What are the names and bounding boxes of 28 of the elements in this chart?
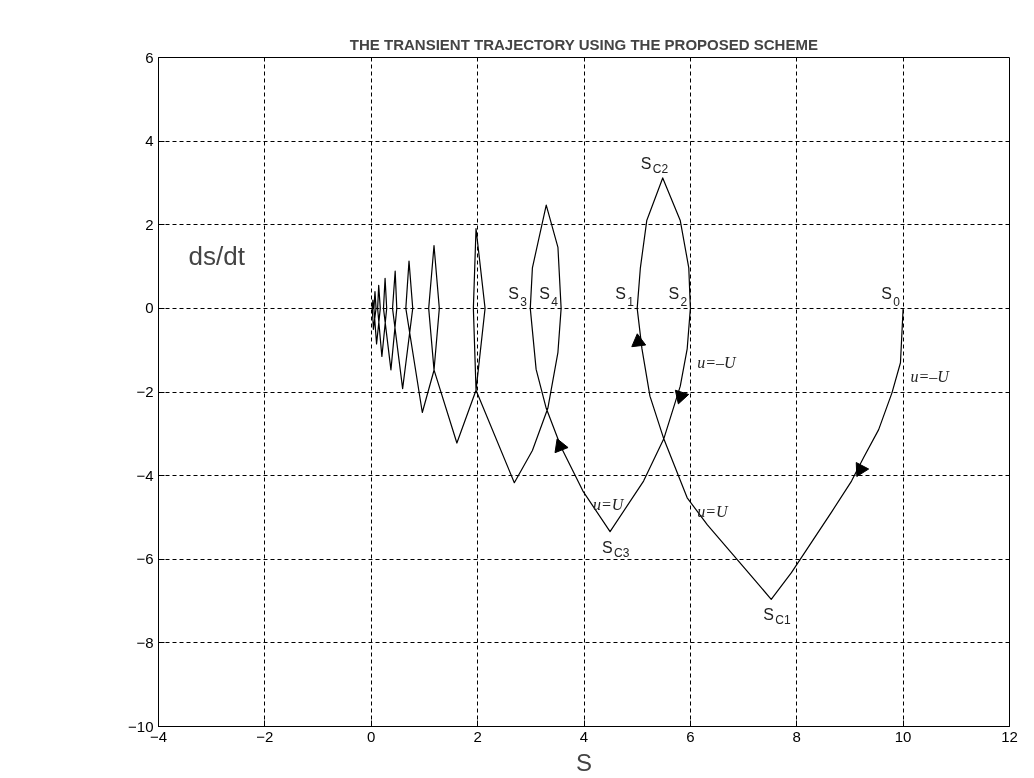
y-tick-label: 4 xyxy=(145,132,154,150)
annotation: u=U xyxy=(697,502,729,520)
point xyxy=(554,438,569,454)
x-tick-label: 6 xyxy=(686,727,695,745)
y-tick-label: 6 xyxy=(145,48,154,66)
y-tick-label: −4 xyxy=(136,466,154,484)
point xyxy=(855,462,870,478)
y-axis-title: ds/dt xyxy=(188,241,246,272)
x-tick-label: 10 xyxy=(894,727,912,745)
y-tick-label: −6 xyxy=(136,550,154,568)
y-tick-label: −2 xyxy=(136,383,154,400)
annotation: u=U xyxy=(592,496,625,514)
x-tick-label: 8 xyxy=(792,727,801,745)
y-tick-label: 2 xyxy=(145,215,154,233)
x-tick-label: 0 xyxy=(367,727,376,745)
point xyxy=(631,333,647,348)
annotation: u=–U xyxy=(697,353,737,371)
y-tick-label: −8 xyxy=(136,633,154,651)
point xyxy=(674,389,690,405)
y-tick-label: 0 xyxy=(145,299,154,317)
chart-title: THE TRANSIENT TRAJECTORY USING THE PROPOSED SCHEME xyxy=(349,35,818,53)
x-axis-title: S xyxy=(576,748,593,776)
x-tick-label: −2 xyxy=(256,727,274,745)
annotation: u=–U xyxy=(910,367,951,385)
y-tick-label: −10 xyxy=(128,717,154,735)
x-tick-label: 12 xyxy=(1001,727,1018,745)
x-tick-label: 2 xyxy=(473,727,482,745)
x-tick-label: 4 xyxy=(579,727,589,745)
